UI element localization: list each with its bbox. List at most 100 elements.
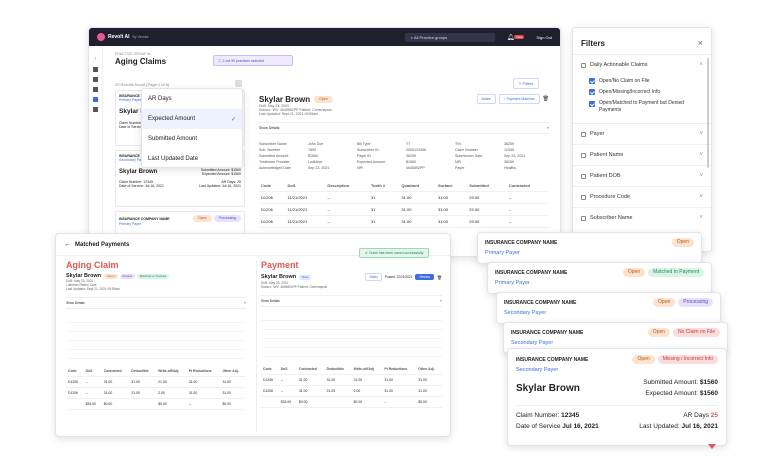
show-details-toggle[interactable]: Show Details ˄ [261,295,442,307]
submitted-amount: $1560 [699,379,718,386]
sort-option-ar-days[interactable]: AR Days [148,96,172,102]
checkbox-missing-info[interactable] [589,89,595,95]
scrollbar[interactable] [707,58,709,168]
insurance-company: INSURANCE COMPANY NAME [495,269,568,276]
table-cell: $0.00 [156,398,187,410]
table-row[interactable]: D1206 -- 31.00 31.00 21.00 31.00 31.00 [261,374,442,386]
filter-section-label: Patient Name [590,152,624,158]
app-logo: Revolt AI [108,34,130,40]
nav-home-icon[interactable] [93,67,98,72]
filters-title: Filters [581,38,606,48]
table-cell: 31.00 [101,376,130,388]
payment-matches-button[interactable]: ⌕ Payment Matches [498,94,540,104]
claim-number: 12345 [561,412,580,419]
field-value: Sep 23, 2021 [504,154,526,158]
chevron-up-icon: ˄ [546,126,549,130]
filter-section[interactable]: Procedure Code ˅ [573,186,711,207]
column-header: Pt Reductions [382,364,417,375]
table-row[interactable]: $33.00 $0.00 $0.00 -- $0.00 [66,398,246,410]
table-row[interactable]: $33.00 $0.00 $0.00 -- $0.00 [261,396,442,408]
table-cell: 11/21/2021 [285,191,326,204]
column-header: DoS [278,364,297,375]
table-row[interactable]: D1206 -- 31.00 21.00 2.00 31.00 31.00 [66,387,246,399]
table-row[interactable]: D1206 11/21/2021 -- 31 31.00 31.00 29.00 -- [259,203,549,216]
notification-bell-icon[interactable]: 🔔︎ [506,34,515,41]
new-badge: New [299,274,312,280]
checkbox-no-claim[interactable] [589,78,595,84]
date-of-service: Date of Service: Jul 16, 2021 [119,184,164,188]
payer-type: Primary Payer [119,222,142,226]
show-details-toggle[interactable]: Show Details ˄ [66,297,246,309]
close-icon[interactable]: × [697,38,703,48]
table-row[interactable]: D1206 -- 31.00 31.00 21.00 31.00 31.00 [66,376,246,388]
detail-subscriber: Subscr.: WV: 4645892PP Patient: Comenaps… [259,108,332,112]
status-badge: Missing / Incorrect Info [657,355,718,364]
insurance-company: INSURANCE COMPANY NAME [516,356,589,363]
insurance-company: INSURANCE COMPANY NAME [119,216,170,221]
nav-claims-icon[interactable] [93,77,98,82]
sort-option-last-updated[interactable]: Last Updated Date [148,156,199,162]
new-badge: New [514,35,525,39]
back-arrow-icon[interactable]: ← [64,241,71,248]
filter-funnel-icon [581,131,586,137]
practice-info-banner[interactable]: ⓘ 2 out 90 practices selected [213,55,293,66]
table-row[interactable]: D1206 11/21/2021 -- 31 31.00 31.00 29.00 -- [259,215,549,228]
table-cell: D1206 [259,215,286,228]
review-button[interactable]: Review [415,274,434,280]
filter-funnel-icon [581,152,586,158]
field-value: 12345 [504,148,514,152]
filter-section[interactable]: Patient Name ˅ [573,144,711,165]
filters-button[interactable]: ≡ Filters [513,78,540,89]
column-header: Surface [435,180,468,192]
claim-card-front[interactable]: INSURANCE COMPANY NAME Open Missing / In… [507,348,727,446]
nav-chevron-icon[interactable]: › [94,56,97,62]
practice-search[interactable]: ⌕ All Practice groups [404,32,495,42]
notes-button[interactable]: Notes [365,273,382,281]
table-cell: 31.00 [435,215,468,228]
table-cell: 29.00 [467,203,507,216]
sort-icon[interactable] [235,80,242,87]
sort-option-expected-amount[interactable]: Expected Amount ✓ [142,109,242,129]
column-header: Submitted [467,180,507,192]
filter-section-daily[interactable]: Daily Actionable Claims ˄ [573,54,711,75]
checkbox-matched-denied[interactable] [589,101,595,107]
table-cell: 31.00 [101,387,130,399]
table-cell: 31.00 [129,376,157,388]
notes-button[interactable]: Notes [476,94,496,104]
payer-type: Secondary Payer [504,310,547,316]
nav-settings-icon[interactable] [93,107,98,112]
table-cell: -- [83,387,102,399]
column-header: Other Adj. [220,366,246,377]
show-details-toggle[interactable]: Show Details ˄ [259,122,549,134]
nav-payments-icon[interactable] [93,97,98,102]
table-cell: -- [325,203,369,216]
delete-icon[interactable]: 🗑︎ [542,96,549,102]
table-cell: 31.00 [296,385,325,397]
ar-days-label: AR Days [683,412,709,419]
last-updated: Last Updated: Jul 16, 2021 [199,184,241,188]
claim-card[interactable]: INSURANCE COMPANY NAME Open Processing Seco… [496,292,721,324]
table-cell: D1206 [261,385,279,397]
filter-section[interactable]: Payer ˅ [573,123,711,144]
column-header: Write-off/Adj [351,364,383,375]
expected-amount: $1560 [699,390,718,397]
table-row[interactable]: D1206 -- 31.00 21.00 2.00 31.00 31.00 [261,385,442,397]
table-cell: 31.00 [399,191,436,204]
table-cell: 21.00 [156,376,187,388]
delete-icon[interactable]: 🗑︎ [436,274,442,280]
field-label: Payer [455,166,465,170]
claim-card[interactable]: INSURANCE COMPANY NAME Open Primary Payer [477,232,702,264]
column-header: Contracted [506,180,549,192]
sort-option-submitted-amount[interactable]: Submitted Amount [148,136,198,142]
filter-section[interactable]: Subscriber Name ˅ [573,207,711,228]
field-label: Subscriber Name [259,142,287,146]
dob: DoB: May 23, 2001 [261,281,289,285]
column-header: Code [66,366,84,377]
claim-card[interactable]: INSURANCE COMPANY NAME Open Matched to Pay… [487,262,712,294]
filter-section[interactable]: Patient DOB ˅ [573,165,711,186]
sign-out-link[interactable]: Sign Out [536,34,552,40]
table-row[interactable]: D1206 11/21/2021 -- 31 31.00 31.00 29.00 -- [259,191,549,204]
chevron-down-icon: ˅ [699,194,703,200]
field-value: 7890 [308,148,316,152]
nav-reports-icon[interactable] [93,87,98,92]
